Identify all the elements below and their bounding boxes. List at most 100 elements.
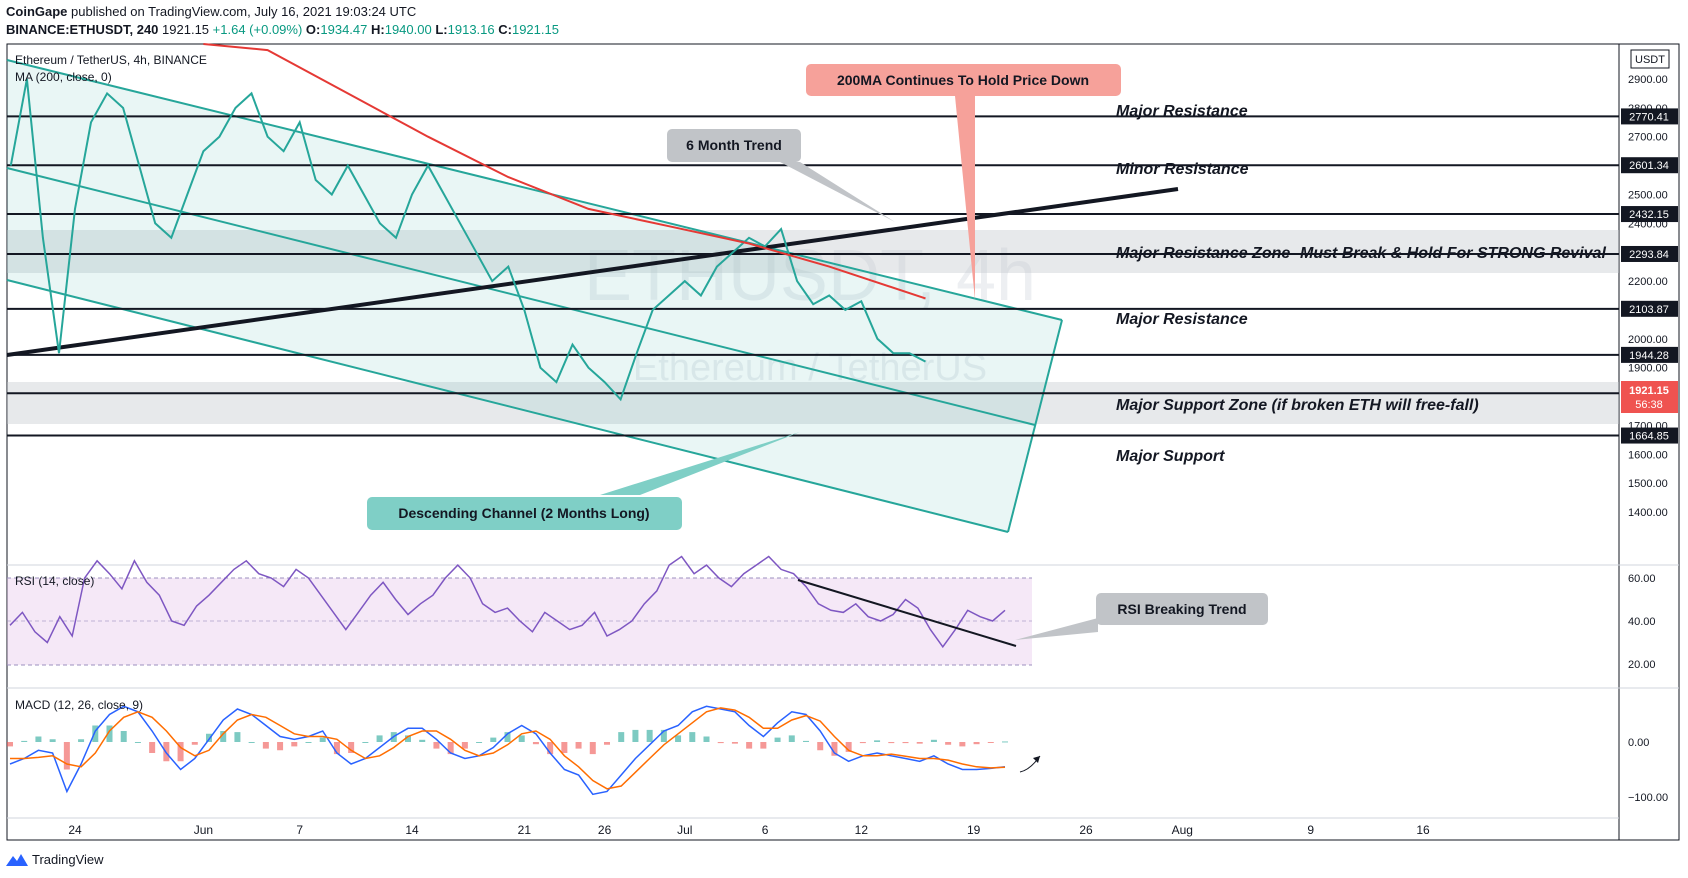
time-tick-label: 9 <box>1307 823 1314 837</box>
macd-histogram-bar <box>902 742 909 744</box>
main-legend-title[interactable]: Ethereum / TetherUS, 4h, BINANCE <box>15 53 207 67</box>
horizontal-levels <box>7 115 1619 437</box>
price-tick-label: 2700.00 <box>1628 132 1668 144</box>
currency-badge[interactable]: USDT <box>1630 49 1670 69</box>
price-axis[interactable]: 1400.001500.001600.001700.001800.001900.… <box>1628 74 1668 519</box>
footer-brand[interactable]: TradingView <box>32 852 104 867</box>
macd-signal-line <box>10 707 1006 790</box>
macd-histogram-bar <box>618 732 625 742</box>
time-tick-label: 12 <box>855 823 869 837</box>
macd-histogram-bar <box>987 742 994 743</box>
annotation-200ma-pointer <box>955 96 975 300</box>
time-tick-label: 26 <box>1079 823 1093 837</box>
level-tag-box <box>1621 245 1678 262</box>
price-tick-label: 1900.00 <box>1628 363 1668 375</box>
label-major-resistance-zone: Major Resistance Zone- Must Break & Hold… <box>1116 245 1606 262</box>
macd-histogram-bar <box>575 742 582 749</box>
annotation-rsi-text: RSI Breaking Trend <box>1117 601 1246 617</box>
level-tag-text: 1664.85 <box>1629 431 1669 443</box>
level-tag-box <box>1621 157 1678 174</box>
price-tick-label: 2200.00 <box>1628 276 1668 288</box>
symbol-label: BINANCE:ETHUSDT, 240 <box>6 22 159 37</box>
macd-histogram-bar <box>703 736 710 742</box>
annotation-descending-channel[interactable]: Descending Channel (2 Months Long) <box>367 432 800 530</box>
macd-histogram-bar <box>717 742 724 744</box>
time-tick-label: Jul <box>677 823 692 837</box>
time-tick-label: Aug <box>1172 823 1193 837</box>
macd-histogram-bar <box>930 739 937 742</box>
macd-histogram-bar <box>532 742 539 745</box>
macd-histogram-bar <box>646 729 653 742</box>
macd-histogram-bar <box>7 742 13 747</box>
macd-histogram-bar <box>149 742 156 753</box>
rsi-axis: 20.00 40.00 60.00 <box>1628 573 1656 671</box>
channel-mid-line[interactable] <box>6 167 1036 426</box>
footer: TradingView <box>6 852 104 867</box>
descending-channel-fill <box>7 60 1062 532</box>
macd-histogram-bar <box>888 742 895 744</box>
macd-histogram-bar <box>120 731 127 742</box>
macd-histogram-bar <box>177 742 184 762</box>
macd-histogram-bar <box>262 742 269 749</box>
macd-histogram-bar <box>874 740 881 742</box>
macd-histogram-bar <box>305 742 312 743</box>
rsi-legend[interactable]: RSI (14, close) <box>15 574 94 588</box>
rsi-line <box>9 555 1006 649</box>
macd-histogram-bar <box>831 742 838 756</box>
current-price-timer: 56:38 <box>1635 399 1663 411</box>
open-value: 1934.47 <box>320 22 368 37</box>
current-price-value: 1921.15 <box>1629 385 1669 397</box>
support-zone <box>7 382 1619 424</box>
price-tick-label: 1400.00 <box>1628 507 1668 519</box>
level-tag-box <box>1621 346 1678 363</box>
open-label: O: <box>305 22 321 37</box>
macd-legend[interactable]: MACD (12, 26, close, 9) <box>15 698 143 712</box>
macd-tick-label: −100.00 <box>1628 792 1668 804</box>
price-change: +1.64 (+0.09%) <box>212 22 303 37</box>
tradingview-logo-icon[interactable] <box>6 853 28 867</box>
time-tick-label: 7 <box>296 823 303 837</box>
six-month-trendline[interactable] <box>6 187 1179 357</box>
time-axis[interactable]: 24 Jun 7 14 21 26 Jul 6 12 19 26 Aug 9 16 <box>68 823 1430 837</box>
annotation-rsi[interactable]: RSI Breaking Trend <box>1015 593 1268 640</box>
ma-legend[interactable]: MA (200, close, 0) <box>15 70 112 84</box>
macd-histogram-bar <box>49 739 56 742</box>
level-tag-box <box>1621 108 1678 125</box>
level-labels: Major Resistance Minor Resistance Major … <box>1116 103 1606 465</box>
rsi-trendline[interactable] <box>797 579 1017 647</box>
price-tick-label: 2900.00 <box>1628 74 1668 86</box>
macd-histogram-bar <box>774 737 781 742</box>
macd-histogram-bar <box>973 742 980 745</box>
rsi-tick-label: 40.00 <box>1628 616 1656 628</box>
macd-histogram-bar <box>845 742 852 752</box>
macd-histogram-bar <box>788 735 795 742</box>
macd-histogram-bar <box>561 742 568 753</box>
time-tick-label: 16 <box>1416 823 1430 837</box>
annotation-6-month-box <box>667 129 801 162</box>
macd-histogram-bar <box>476 742 483 743</box>
time-tick-label: 6 <box>762 823 769 837</box>
macd-histogram-bar <box>604 742 610 745</box>
resistance-zone <box>7 230 1619 273</box>
macd-histogram-bar <box>333 742 340 755</box>
channel-upper-line[interactable] <box>6 59 1063 321</box>
publisher-name[interactable]: CoinGape <box>6 4 68 19</box>
macd-histogram-bar <box>362 742 369 743</box>
level-tag-box <box>1621 206 1678 223</box>
annotation-channel-pointer <box>600 432 800 495</box>
annotation-200ma[interactable]: 200MA Continues To Hold Price Down <box>806 64 1121 300</box>
macd-histogram-bar <box>632 729 639 742</box>
macd-histogram-bar <box>447 742 454 755</box>
label-major-support-zone: Major Support Zone (if broken ETH will f… <box>1116 397 1479 414</box>
annotation-6-month-trend[interactable]: 6 Month Trend <box>667 129 895 222</box>
macd-histogram-bar <box>78 739 85 742</box>
macd-histogram-bar <box>220 731 227 742</box>
macd-histogram-bar <box>433 742 440 749</box>
label-minor-resistance: Minor Resistance <box>1116 161 1249 178</box>
channel-lower-line[interactable] <box>6 279 1009 533</box>
level-tag-text: 2432.15 <box>1629 209 1669 221</box>
macd-histogram-bar <box>35 736 42 742</box>
label-major-resistance-top: Major Resistance <box>1116 103 1248 120</box>
macd-histogram-bar <box>461 742 468 749</box>
